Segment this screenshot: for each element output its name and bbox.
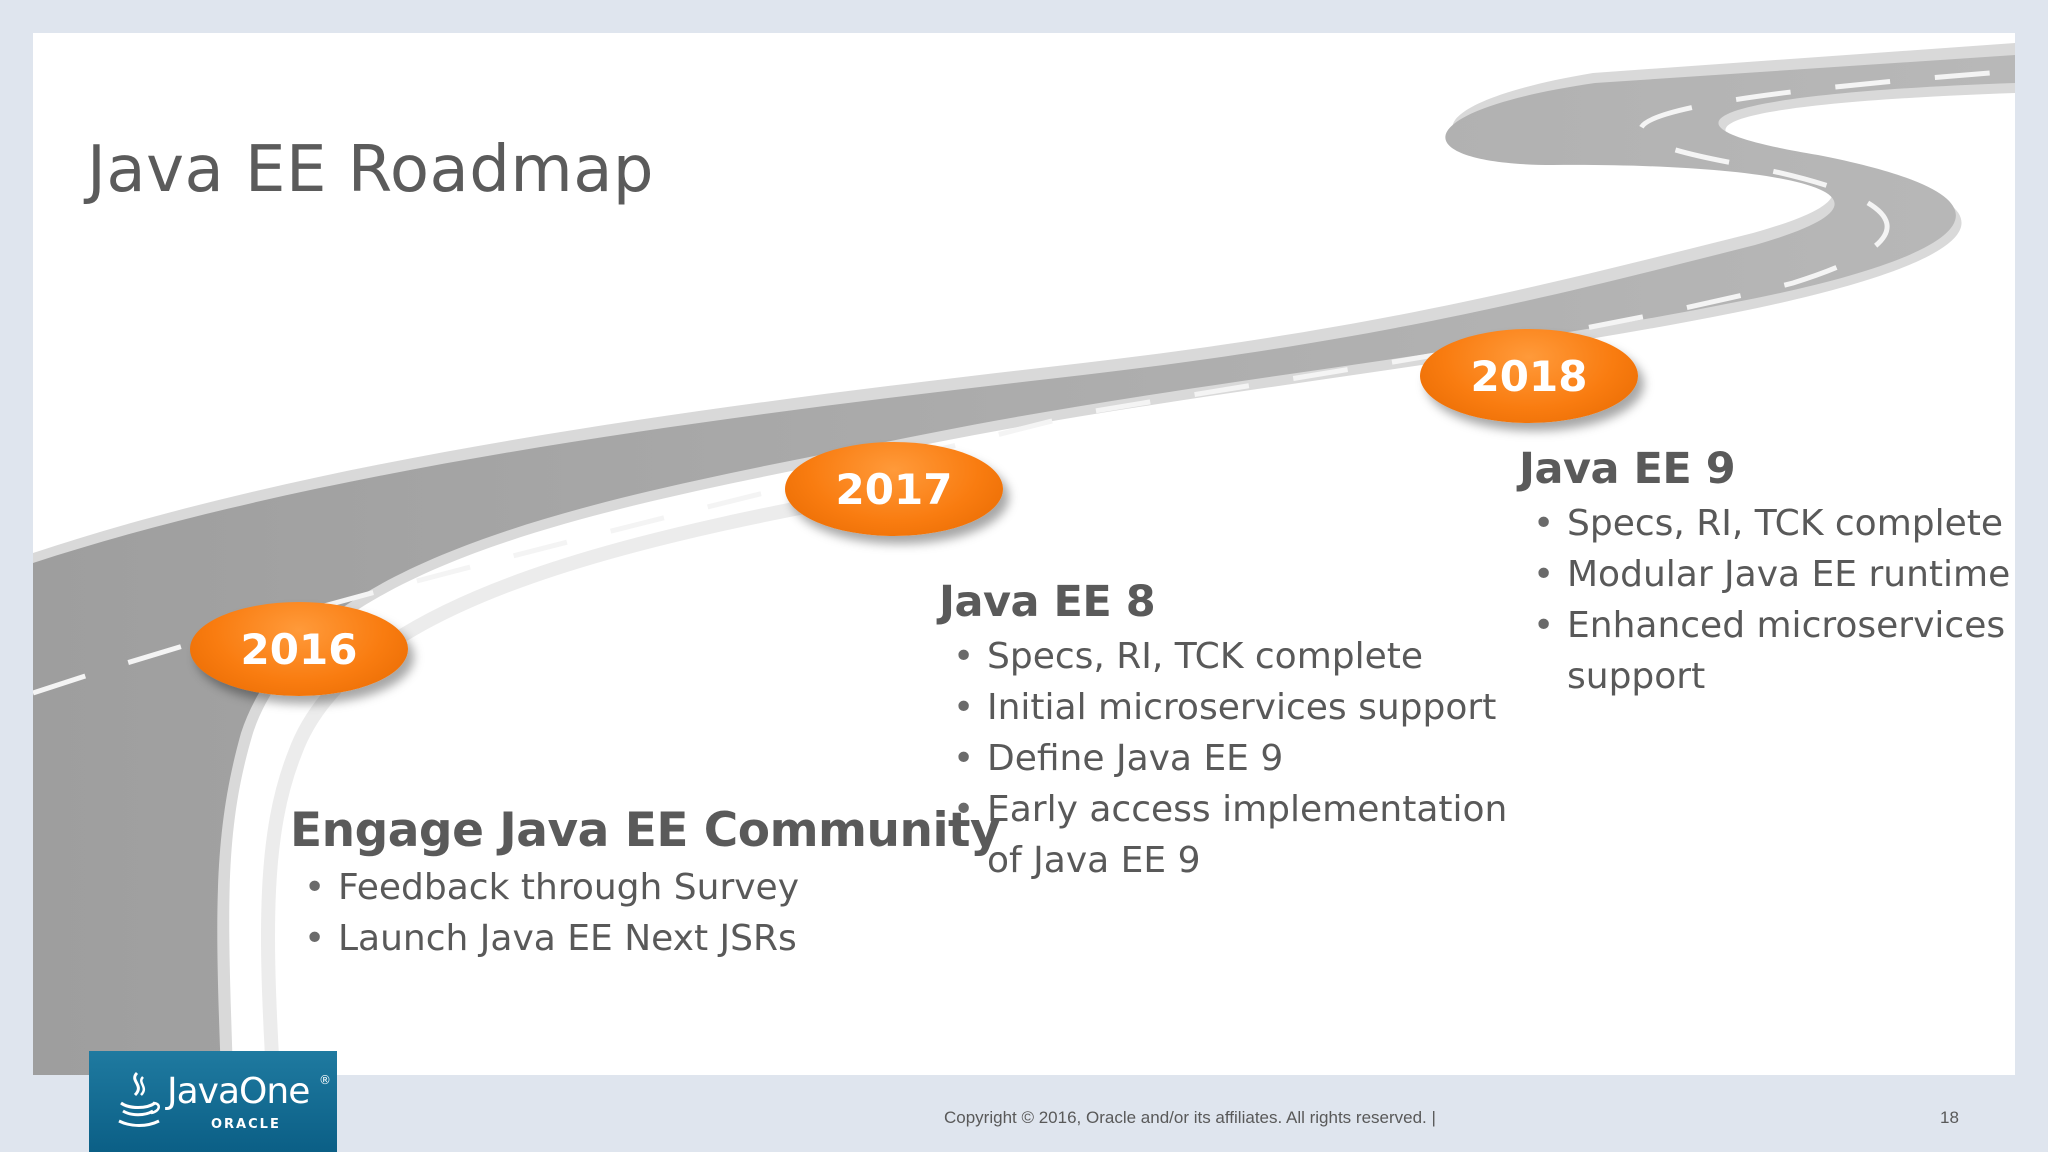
list-item: • Specs, RI, TCK complete (939, 631, 1507, 682)
bullet-icon: • (1533, 503, 1555, 544)
logo-company: ORACLE (211, 1117, 281, 1132)
list-item-continuation: of Java EE 9 (939, 835, 1507, 886)
bullet-text: Initial microservices support (987, 687, 1497, 728)
bullet-text: Specs, RI, TCK complete (1567, 503, 2004, 544)
page-number: 18 (1940, 1108, 1959, 1127)
bullet-icon: • (1533, 605, 1555, 646)
road-curb (261, 476, 935, 1075)
phase-bullet-list: • Specs, RI, TCK complete • Initial micros… (939, 631, 1507, 886)
phase-java-ee-8: Java EE 8 • Specs, RI, TCK complete • Init… (939, 577, 1507, 886)
phase-heading: Engage Java EE Community (290, 803, 1001, 858)
list-item: • Launch Java EE Next JSRs (290, 913, 1000, 964)
year-badge-2018: 2018 (1420, 329, 1638, 423)
bullet-text: Specs, RI, TCK complete (987, 636, 1424, 677)
javaone-logo: JavaOne ® ORACLE (89, 1051, 337, 1152)
road-shoulder (33, 43, 2015, 1075)
list-item: • Define Java EE 9 (939, 733, 1507, 784)
bullet-text: support (1567, 656, 1706, 697)
bullet-text: Modular Java EE runtime (1567, 554, 2011, 595)
slide: Java EE Roadmap 2016 2017 2018 Engage Ja… (33, 33, 2015, 1075)
bullet-icon: • (304, 867, 326, 908)
year-label: 2017 (835, 464, 953, 514)
java-cup-icon (118, 1071, 160, 1127)
list-item-continuation: support (1519, 651, 2010, 702)
copyright-notice: Copyright © 2016, Oracle and/or its affi… (944, 1108, 1436, 1127)
list-item: • Modular Java EE runtime (1519, 549, 2010, 600)
phase-heading: Java EE 8 (939, 577, 1156, 627)
logo-trademark: ® (319, 1073, 331, 1087)
year-label: 2016 (240, 624, 358, 674)
road-illustration (33, 43, 2015, 1075)
phase-bullet-list: • Feedback through Survey • Launch Java EE… (290, 862, 1000, 964)
logo-wordmark: JavaOne (167, 1071, 310, 1112)
bullet-text: of Java EE 9 (987, 840, 1201, 881)
bullet-text: Feedback through Survey (338, 867, 800, 908)
list-item: • Feedback through Survey (290, 862, 1000, 913)
bullet-text: Early access implementation (987, 789, 1508, 830)
year-label: 2018 (1470, 351, 1588, 401)
bullet-text: Define Java EE 9 (987, 738, 1284, 779)
bullet-icon: • (953, 636, 975, 677)
list-item: • Specs, RI, TCK complete (1519, 498, 2010, 549)
phase-heading: Java EE 9 (1519, 444, 1736, 494)
road-asphalt (33, 55, 2015, 1075)
phase-community: Engage Java EE Community • Feedback throu… (290, 803, 1001, 964)
list-item: • Enhanced microservices (1519, 600, 2010, 651)
bullet-text: Enhanced microservices (1567, 605, 2006, 646)
bullet-icon: • (304, 918, 326, 959)
slide-title: Java EE Roadmap (87, 133, 655, 207)
list-item: • Initial microservices support (939, 682, 1507, 733)
year-badge-2017: 2017 (785, 442, 1003, 536)
phase-bullet-list: • Specs, RI, TCK complete • Modular Java E… (1519, 498, 2010, 702)
bullet-icon: • (953, 687, 975, 728)
year-badge-2016: 2016 (190, 602, 408, 696)
bullet-text: Launch Java EE Next JSRs (338, 918, 797, 959)
bullet-icon: • (953, 738, 975, 779)
phase-java-ee-9: Java EE 9 • Specs, RI, TCK complete • Modu… (1519, 444, 2010, 702)
bullet-icon: • (953, 789, 975, 830)
bullet-icon: • (1533, 554, 1555, 595)
list-item: • Early access implementation (939, 784, 1507, 835)
